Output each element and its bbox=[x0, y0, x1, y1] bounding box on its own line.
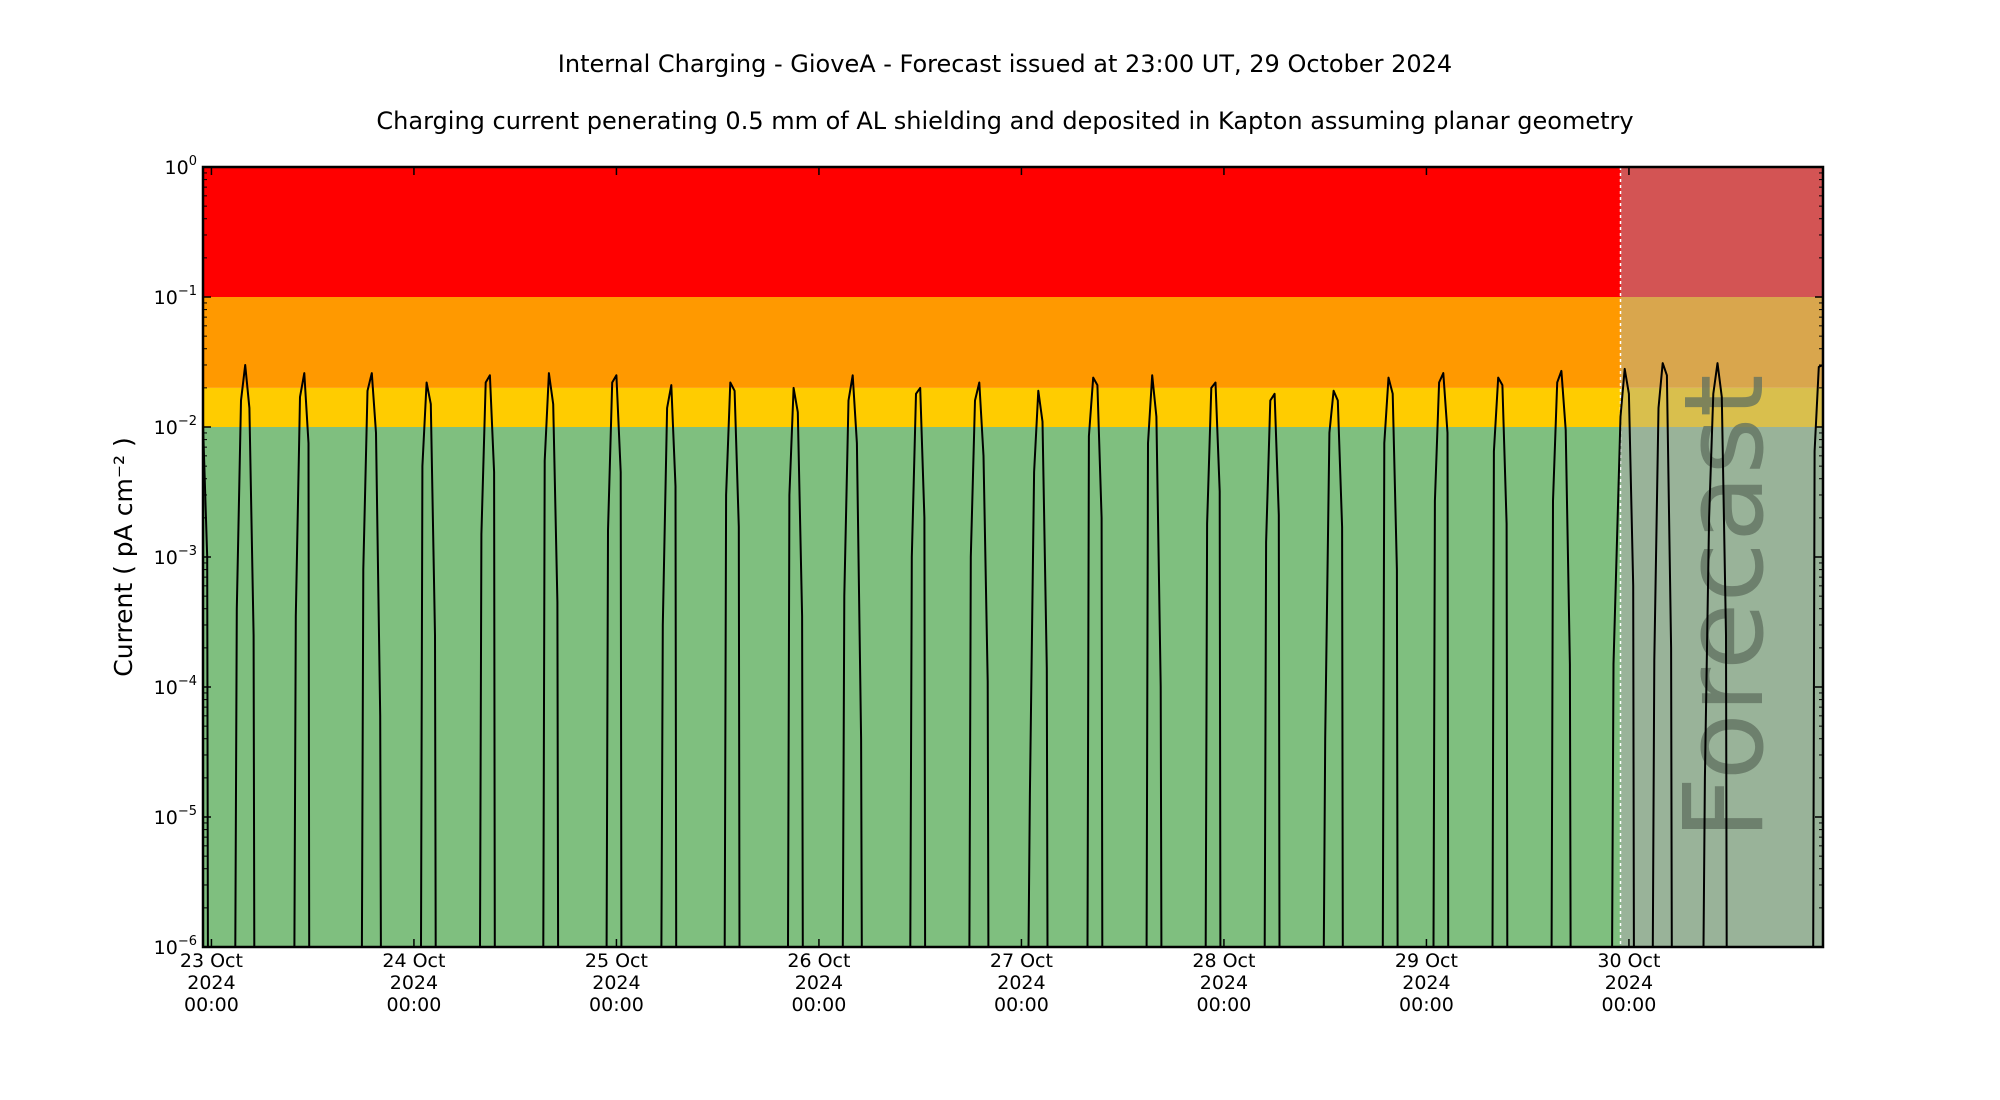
x-tick-label: 00:00 bbox=[1602, 994, 1657, 1016]
y-tick-label: 10−2 bbox=[154, 414, 197, 439]
forecast-watermark: Forecast bbox=[1660, 374, 1788, 839]
y-tick-label: 100 bbox=[165, 154, 197, 179]
risk-band-2 bbox=[203, 297, 1621, 388]
chart-subtitle: Charging current penerating 0.5 mm of AL… bbox=[376, 107, 1633, 135]
y-tick-label: 10−5 bbox=[154, 804, 197, 829]
y-tick-label: 10−4 bbox=[154, 674, 197, 699]
x-tick-label: 30 Oct bbox=[1597, 950, 1660, 972]
y-axis-label: Current ( pA cm⁻² ) bbox=[109, 437, 138, 676]
x-tick-label: 2024 bbox=[1605, 972, 1653, 994]
x-tick-label: 00:00 bbox=[1197, 994, 1252, 1016]
x-tick-label: 2024 bbox=[390, 972, 438, 994]
x-tick-label: 00:00 bbox=[589, 994, 644, 1016]
x-tick-label: 28 Oct bbox=[1192, 950, 1255, 972]
y-axis-ticks: 10−6 10−5 10−4 10−3 10−2 10−1 100 bbox=[154, 154, 1823, 959]
y-tick-label: 10−3 bbox=[154, 544, 197, 569]
forecast-band-2 bbox=[1620, 297, 1823, 388]
x-tick-label: 00:00 bbox=[184, 994, 239, 1016]
x-tick-label: 2024 bbox=[187, 972, 235, 994]
x-tick-label: 00:00 bbox=[994, 994, 1049, 1016]
x-tick-label: 00:00 bbox=[387, 994, 442, 1016]
x-tick-label: 23 Oct bbox=[180, 950, 243, 972]
x-tick-label: 2024 bbox=[592, 972, 640, 994]
x-tick-label: 25 Oct bbox=[585, 950, 648, 972]
x-tick-label: 29 Oct bbox=[1395, 950, 1458, 972]
y-tick-label: 10−6 bbox=[154, 934, 197, 959]
x-tick-label: 00:00 bbox=[1399, 994, 1454, 1016]
y-tick-label: 10−1 bbox=[154, 284, 197, 309]
x-tick-label: 2024 bbox=[795, 972, 843, 994]
x-tick-label: 00:00 bbox=[792, 994, 847, 1016]
chart-title: Internal Charging - GioveA - Forecast is… bbox=[558, 50, 1452, 78]
x-tick-label: 27 Oct bbox=[990, 950, 1053, 972]
risk-band-1 bbox=[203, 387, 1621, 427]
x-tick-label: 2024 bbox=[997, 972, 1045, 994]
risk-band-3 bbox=[203, 167, 1621, 297]
x-tick-label: 2024 bbox=[1200, 972, 1248, 994]
forecast-band-3 bbox=[1620, 167, 1823, 297]
x-tick-label: 2024 bbox=[1402, 972, 1450, 994]
x-tick-label: 24 Oct bbox=[382, 950, 445, 972]
x-tick-label: 26 Oct bbox=[787, 950, 850, 972]
